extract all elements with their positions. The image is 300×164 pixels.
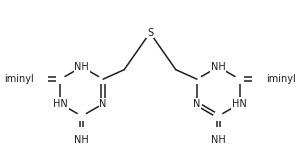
Text: S: S — [147, 28, 153, 38]
Text: N: N — [193, 99, 201, 109]
Text: iminyl: iminyl — [266, 74, 296, 84]
Text: NH: NH — [74, 62, 89, 72]
Text: NH: NH — [211, 62, 226, 72]
Text: iminyl: iminyl — [4, 74, 34, 84]
Text: N: N — [99, 99, 107, 109]
Text: NH: NH — [211, 135, 226, 145]
Text: HN: HN — [53, 99, 68, 109]
Text: NH: NH — [74, 135, 89, 145]
Text: HN: HN — [232, 99, 247, 109]
